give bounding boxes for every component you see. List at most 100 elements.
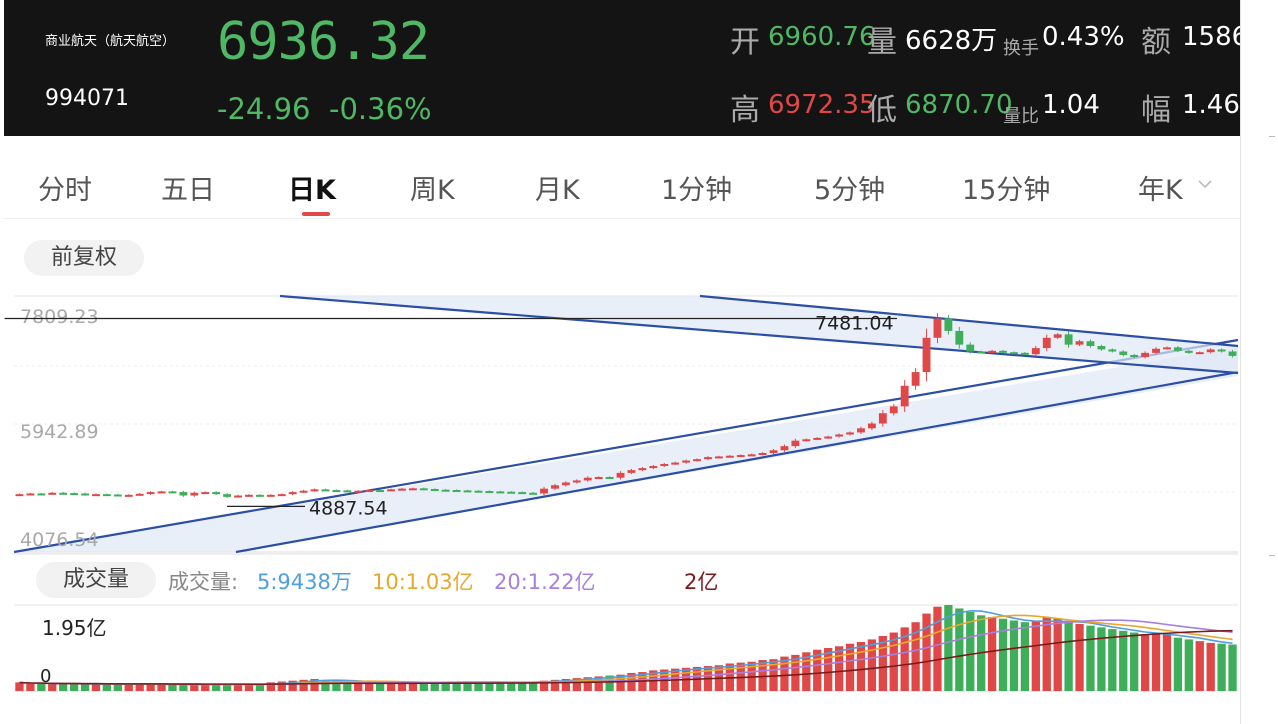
volume-bar (321, 679, 330, 691)
volume-bar (375, 683, 385, 691)
tab-1min[interactable]: 1分钟 (661, 175, 733, 206)
quote-header: 商业航天（航天航空） 994071 6936.32 -24.96 -0.36% … (4, 0, 1240, 136)
kline-chart[interactable]: 7809.23 5942.89 4076.54 7481.04 4887.54 (0, 290, 1240, 700)
volume-bar (616, 674, 625, 691)
volume-bar (463, 682, 472, 691)
volume-bar (605, 675, 614, 691)
amount-label: 额 (1141, 25, 1171, 60)
tab-intraday[interactable]: 分时 (38, 175, 92, 206)
volume-bar (135, 684, 144, 691)
candle-body (878, 413, 887, 424)
volume-bar (266, 682, 275, 691)
candle-body (190, 492, 199, 496)
tab-weekly-k[interactable]: 周K (410, 175, 455, 206)
vol-ratio-value: 1.04 (1042, 90, 1100, 120)
candle-body (48, 492, 57, 495)
tab-5min[interactable]: 5分钟 (814, 175, 886, 206)
candle-body (944, 318, 953, 331)
candle-body (889, 406, 898, 414)
candle-body (332, 490, 341, 493)
candle-body (485, 491, 494, 494)
candle-body (1010, 352, 1018, 355)
candle-body (1097, 346, 1106, 350)
candle-body (135, 493, 144, 496)
volume-bar (933, 606, 942, 691)
volume-bar (430, 682, 439, 691)
chevron-down-icon[interactable] (1197, 178, 1213, 190)
volume-bar (572, 678, 581, 691)
candle-body (310, 489, 319, 492)
candle-body (900, 385, 909, 407)
volume-panel-button[interactable]: 成交量 (36, 562, 156, 598)
candle-body (922, 337, 931, 373)
volume-bar (1206, 642, 1215, 691)
volume-bar (845, 643, 855, 691)
volume-bar (419, 682, 428, 691)
tab-yearly-k[interactable]: 年K (1138, 175, 1183, 206)
volume-bar (386, 682, 396, 691)
volume-bar (190, 684, 199, 691)
volume-bar (124, 684, 133, 691)
candle-body (201, 492, 210, 495)
candle-body (212, 492, 221, 495)
candle-body (1228, 351, 1237, 356)
candle-body (867, 423, 876, 429)
candle-body (146, 492, 155, 495)
volume-bar (944, 605, 953, 691)
volume-bar (856, 641, 866, 691)
volume-ma5: 5:9438万 (257, 570, 352, 594)
price-axis-label: 7809.23 (20, 306, 99, 328)
volume-bar (758, 660, 767, 691)
tab-daily-k[interactable]: 日K (288, 175, 336, 206)
index-name: 商业航天（航天航空） (45, 34, 176, 49)
candle-body (736, 455, 745, 458)
side-scroll-edge (1240, 0, 1278, 724)
candle-body (616, 472, 625, 478)
candle-body (441, 489, 450, 492)
candle-body (92, 494, 100, 497)
candle-body (234, 495, 242, 498)
candle-body (70, 493, 79, 496)
volume-bar (1130, 632, 1139, 691)
candle-body (714, 456, 723, 459)
tab-five-day[interactable]: 五日 (161, 175, 215, 206)
volume-bar (911, 622, 920, 691)
volume-bar (222, 684, 232, 691)
active-tab-indicator (302, 212, 330, 216)
volume-bar (955, 608, 964, 691)
tab-monthly-k[interactable]: 月K (535, 175, 580, 206)
last-price: 6936.32 (217, 12, 430, 72)
candle-body (671, 462, 680, 465)
candle-body (813, 437, 822, 440)
amplitude-label: 幅 (1141, 93, 1171, 128)
candle-body (1064, 334, 1073, 345)
volume-bar (408, 683, 418, 691)
price-change-pct: -0.36% (329, 92, 432, 126)
volume-bar (1217, 643, 1226, 691)
volume-bar (233, 684, 243, 691)
price-axis-label: 4076.54 (20, 529, 99, 551)
candle-body (769, 450, 778, 454)
volume-bar (91, 684, 101, 691)
price-change: -24.96 (217, 92, 311, 126)
volume-bar (26, 683, 35, 691)
volume-bar (594, 676, 603, 691)
volume-bar (1053, 618, 1062, 691)
candle-body (791, 440, 800, 447)
adjust-button[interactable]: 前复权 (24, 240, 144, 276)
volume-label: 量 (867, 25, 897, 60)
candle-body (835, 434, 844, 437)
candle-body (59, 492, 68, 495)
volume-bar (441, 682, 450, 691)
volume-bar (1184, 639, 1193, 691)
volume-bar (1119, 630, 1128, 691)
candle-body (26, 493, 35, 496)
volume-bar (146, 684, 155, 691)
volume-bar (102, 684, 112, 691)
volume-bar (157, 684, 166, 691)
candle-body (649, 466, 658, 469)
candle-body (1184, 350, 1193, 353)
volume-bar (1151, 632, 1161, 691)
tab-15min[interactable]: 15分钟 (962, 175, 1051, 206)
candle-body (780, 446, 789, 451)
